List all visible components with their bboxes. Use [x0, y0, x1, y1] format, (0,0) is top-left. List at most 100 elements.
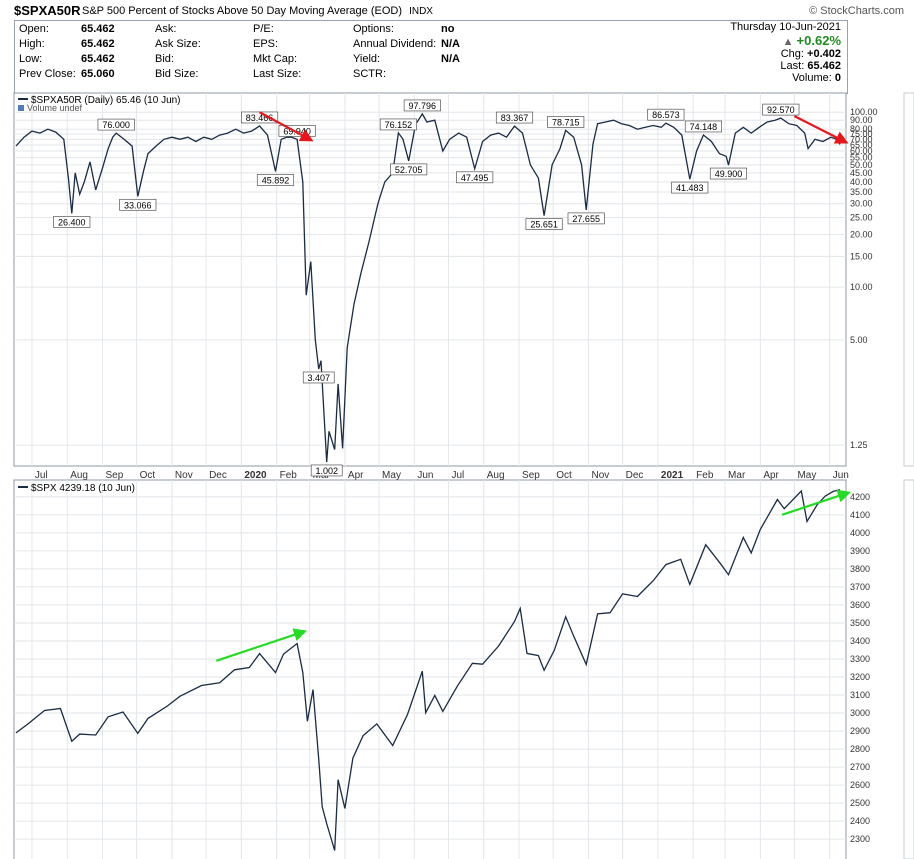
bottom-ytick-label: 3300 [850, 654, 870, 664]
data-label-box [379, 118, 417, 131]
month-label-nov: Nov [591, 470, 609, 481]
month-label-sep: Sep [105, 470, 123, 481]
info-value-low: 65.462 [81, 53, 115, 65]
data-label-box [241, 111, 279, 124]
data-label-1.002: 1.002 [315, 466, 338, 476]
spx-series-line [15, 489, 841, 851]
data-label-83.466: 83.466 [246, 113, 274, 123]
info-label-yield: Yield: [353, 53, 381, 65]
top-ytick-label: 45.00 [850, 168, 873, 178]
info-label-options: Options: [353, 23, 394, 35]
top-ytick-label: 20.00 [850, 230, 873, 240]
info-label-annual-dividend: Annual Dividend: [353, 38, 437, 50]
top-ytick-label: 10.00 [850, 282, 873, 292]
last-label: Last: [780, 60, 805, 72]
quote-date: Thursday 10-Jun-2021 [730, 21, 841, 33]
month-label-nov: Nov [175, 470, 193, 481]
data-label-box [762, 103, 800, 116]
bottom-legend-text: $SPX 4239.18 (10 Jun) [31, 483, 135, 494]
volume-label: Volume: [792, 72, 832, 84]
side-ghost-panel-bottom [903, 479, 914, 859]
quote-change-percent: ▲ +0.62% [730, 33, 841, 48]
info-value-high: 65.462 [81, 38, 115, 50]
up-arrow-icon: ▲ [782, 36, 794, 48]
quote-volume-row: Volume: 0 [730, 72, 841, 84]
data-label-45.892: 45.892 [262, 175, 290, 185]
data-label-25.651: 25.651 [530, 220, 558, 230]
green-arrow-2 [781, 489, 852, 516]
data-label-box [684, 120, 722, 133]
info-label-open: Open: [19, 23, 49, 35]
description-text: S&P 500 Percent of Stocks Above 50 Day M… [82, 5, 402, 17]
bottom-ytick-label: 3900 [850, 546, 870, 556]
chg-label: Chg: [780, 48, 804, 60]
data-label-76.000: 76.000 [102, 120, 130, 130]
data-label-box [567, 212, 605, 225]
month-label-dec: Dec [209, 470, 227, 481]
data-label-box [302, 371, 335, 384]
top-panel-frame [13, 92, 847, 467]
month-label-jul: Jul [35, 470, 48, 481]
info-value-annual-dividend: N/A [441, 38, 460, 50]
bottom-ytick-label: 2500 [850, 798, 870, 808]
top-legend-text: $SPXA50R (Daily) 65.46 (10 Jun) [31, 95, 181, 106]
stockcharts-logo[interactable]: © StockCharts.com [809, 5, 904, 17]
volume-value: 0 [834, 72, 841, 84]
bottom-ytick-label: 4200 [850, 492, 870, 502]
title-bar: $SPXA50R S&P 500 Percent of Stocks Above… [0, 0, 914, 20]
data-label-47.495: 47.495 [461, 173, 489, 183]
bottom-ytick-label: 3500 [850, 618, 870, 628]
bottom-panel-frame [13, 479, 847, 859]
month-label-feb: Feb [280, 470, 298, 481]
top-ytick-label: 70.00 [850, 134, 873, 144]
month-label-dec: Dec [626, 470, 644, 481]
data-label-3.407: 3.407 [307, 373, 330, 383]
bottom-ytick-label: 3700 [850, 582, 870, 592]
chart-description: S&P 500 Percent of Stocks Above 50 Day M… [82, 5, 433, 17]
data-label-box [310, 464, 343, 477]
chart-symbol: $SPXA50R [14, 3, 81, 18]
bottom-ytick-label: 4100 [850, 510, 870, 520]
month-label-2020: 2020 [244, 470, 267, 481]
change-percent-value: +0.62% [796, 33, 841, 48]
month-label-oct: Oct [556, 470, 572, 481]
top-ytick-label: 100.00 [850, 107, 878, 117]
month-label-mar: Mar [728, 470, 746, 481]
top-ytick-label: 5.00 [850, 335, 868, 345]
month-label-2021: 2021 [661, 470, 684, 481]
top-ytick-label: 15.00 [850, 251, 873, 261]
month-label-jun: Jun [417, 470, 433, 481]
bottom-ytick-label: 4000 [850, 528, 870, 538]
data-label-box [495, 111, 534, 124]
top-ytick-label: 25.00 [850, 213, 873, 223]
month-label-jun: Jun [833, 470, 849, 481]
top-ytick-label: 35.00 [850, 187, 873, 197]
volume-undef-text: Volume undef [27, 103, 83, 113]
data-label-92.570: 92.570 [767, 105, 795, 115]
info-label-eps: EPS: [253, 38, 279, 50]
red-arrow-2 [793, 115, 849, 144]
data-label-box [97, 118, 135, 131]
data-label-box [278, 125, 316, 137]
data-label-33.066: 33.066 [124, 200, 152, 210]
bottom-ytick-label: 3200 [850, 672, 870, 682]
volume-icon [18, 105, 24, 111]
data-label-box [403, 99, 441, 112]
data-label-83.367: 83.367 [501, 113, 529, 123]
info-value-open: 65.462 [81, 23, 115, 35]
data-label-box [647, 108, 685, 121]
info-label-prev-close: Prev Close: [19, 68, 76, 80]
data-label-box [256, 174, 295, 186]
quote-chg-row: Chg: +0.402 [730, 48, 841, 60]
last-value: 65.462 [807, 60, 841, 72]
info-label-ask-size: Ask Size: [155, 38, 201, 50]
bottom-ytick-label: 2400 [850, 816, 870, 826]
data-label-86.573: 86.573 [652, 110, 680, 120]
month-label-oct: Oct [140, 470, 156, 481]
data-label-box [53, 216, 91, 228]
info-label-bid: Bid: [155, 53, 174, 65]
top-ytick-label: 80.00 [850, 124, 873, 134]
month-label-feb: Feb [696, 470, 714, 481]
